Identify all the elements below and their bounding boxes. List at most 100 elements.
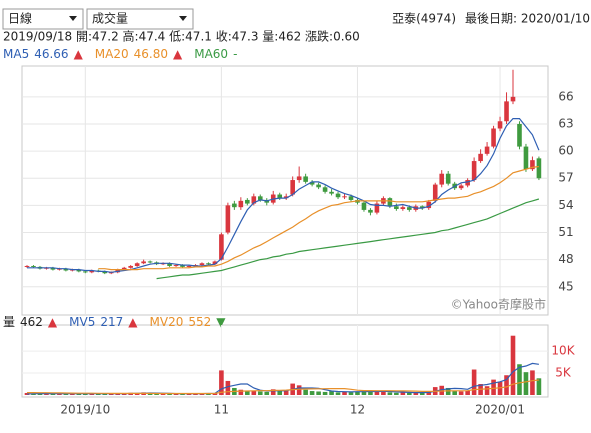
x-tick-label: 11: [214, 403, 229, 417]
period-select[interactable]: [2, 8, 84, 30]
candle-body: [50, 267, 56, 270]
volume-bar: [387, 392, 393, 395]
candle-body: [102, 271, 108, 274]
volume-bar: [407, 392, 412, 395]
y-tick-label: 66: [558, 89, 573, 103]
volume-bar: [419, 392, 425, 395]
candle-body: [445, 173, 451, 184]
candle-body: [303, 176, 308, 182]
candle-body: [316, 184, 321, 188]
volume-bar: [180, 393, 185, 395]
candle-body: [497, 121, 503, 129]
legend-legend-value: 217: [100, 315, 123, 329]
volume-bar: [238, 389, 244, 395]
volume-bar: [335, 392, 341, 395]
legend-entry: MA5 46.66 ▲: [3, 47, 84, 61]
volume-panel: [21, 324, 549, 398]
candle-body: [348, 196, 354, 200]
candle-body: [245, 199, 250, 204]
candle-body: [491, 128, 496, 147]
candle-body: [238, 200, 244, 208]
legend-entry: MV5 217 ▲: [69, 315, 138, 329]
candle-body: [83, 271, 88, 273]
candle-body: [296, 176, 302, 181]
candle-body: [458, 185, 464, 189]
indicator-select-label[interactable]: 成交量: [92, 11, 128, 26]
candle-body: [186, 265, 192, 267]
candle-body: [510, 96, 516, 102]
last-date: 最後日期: 2020/01/10: [465, 12, 590, 26]
candle-body: [407, 207, 412, 210]
volume-bar: [257, 391, 263, 395]
volume-bar: [31, 393, 36, 395]
candle-body: [400, 207, 406, 209]
candle-body: [199, 263, 205, 266]
period-select-label[interactable]: 日線: [8, 11, 32, 26]
candle-body: [517, 123, 522, 147]
volume-bar: [83, 393, 88, 395]
volume-bar: [491, 379, 496, 395]
volume-bar: [394, 392, 399, 395]
volume-bar: [329, 391, 334, 395]
volume-bar: [374, 391, 380, 395]
legend-trend: ▲: [128, 315, 138, 329]
volume-bar: [89, 393, 95, 395]
candle-body: [283, 196, 289, 199]
volume-bar: [426, 391, 432, 395]
y-tick-label: 60: [558, 144, 573, 158]
candle-body: [335, 193, 341, 198]
candle-body: [212, 261, 218, 265]
candle-body: [277, 194, 283, 199]
legend-entry: MA60-: [194, 47, 237, 61]
volume-bar: [368, 390, 373, 395]
legend-trend: ▲: [74, 47, 84, 61]
candle-body: [251, 196, 257, 204]
volume-bar: [348, 392, 354, 395]
volume-bar: [57, 393, 62, 395]
volume-bar: [342, 391, 347, 395]
candle-body: [530, 160, 535, 170]
candle-body: [225, 205, 231, 233]
candle-body: [89, 270, 95, 273]
volume-bar: [309, 391, 315, 395]
volume-bar: [50, 393, 56, 395]
candle-body: [394, 206, 399, 209]
volume-bar: [471, 369, 477, 395]
volume-bar: [504, 375, 509, 395]
volume-bar: [212, 393, 218, 395]
volume-bar: [381, 391, 386, 395]
legend-name: MA20: [95, 47, 129, 61]
volume-bar: [44, 393, 49, 395]
legend-legend-value: 552: [188, 315, 211, 329]
indicator-select[interactable]: [86, 8, 194, 30]
moving-average-line: [156, 198, 540, 280]
volume-bar: [147, 393, 153, 395]
candle-body: [329, 191, 334, 194]
candle-body: [63, 268, 69, 271]
candle-body: [24, 265, 30, 267]
candle-body: [180, 265, 185, 267]
y-tick-label: 45: [558, 279, 573, 293]
legend-trend: ▲: [48, 315, 58, 329]
candle-body: [173, 265, 179, 267]
y-tick-label: 54: [558, 198, 573, 212]
candle-body: [471, 161, 477, 181]
legend-name: MA5: [3, 47, 29, 61]
volume-bar: [400, 392, 406, 395]
moving-average-line: [27, 118, 540, 273]
volume-bar: [523, 372, 529, 395]
volume-bar: [186, 393, 192, 395]
volume-bar: [361, 391, 367, 395]
y2-tick-label: 10K: [551, 344, 575, 358]
candle-body: [478, 153, 483, 162]
candle-body: [361, 202, 367, 210]
volume-bar: [465, 390, 470, 395]
volume-bar: [206, 393, 211, 395]
legend-entry: MA20 46.80 ▲: [95, 47, 183, 61]
candle-body: [523, 146, 529, 170]
legend-legend-value: 462: [20, 315, 43, 329]
volume-bar: [154, 393, 159, 395]
candle-body: [206, 263, 211, 265]
candle-body: [141, 261, 146, 264]
candle-body: [536, 158, 542, 179]
